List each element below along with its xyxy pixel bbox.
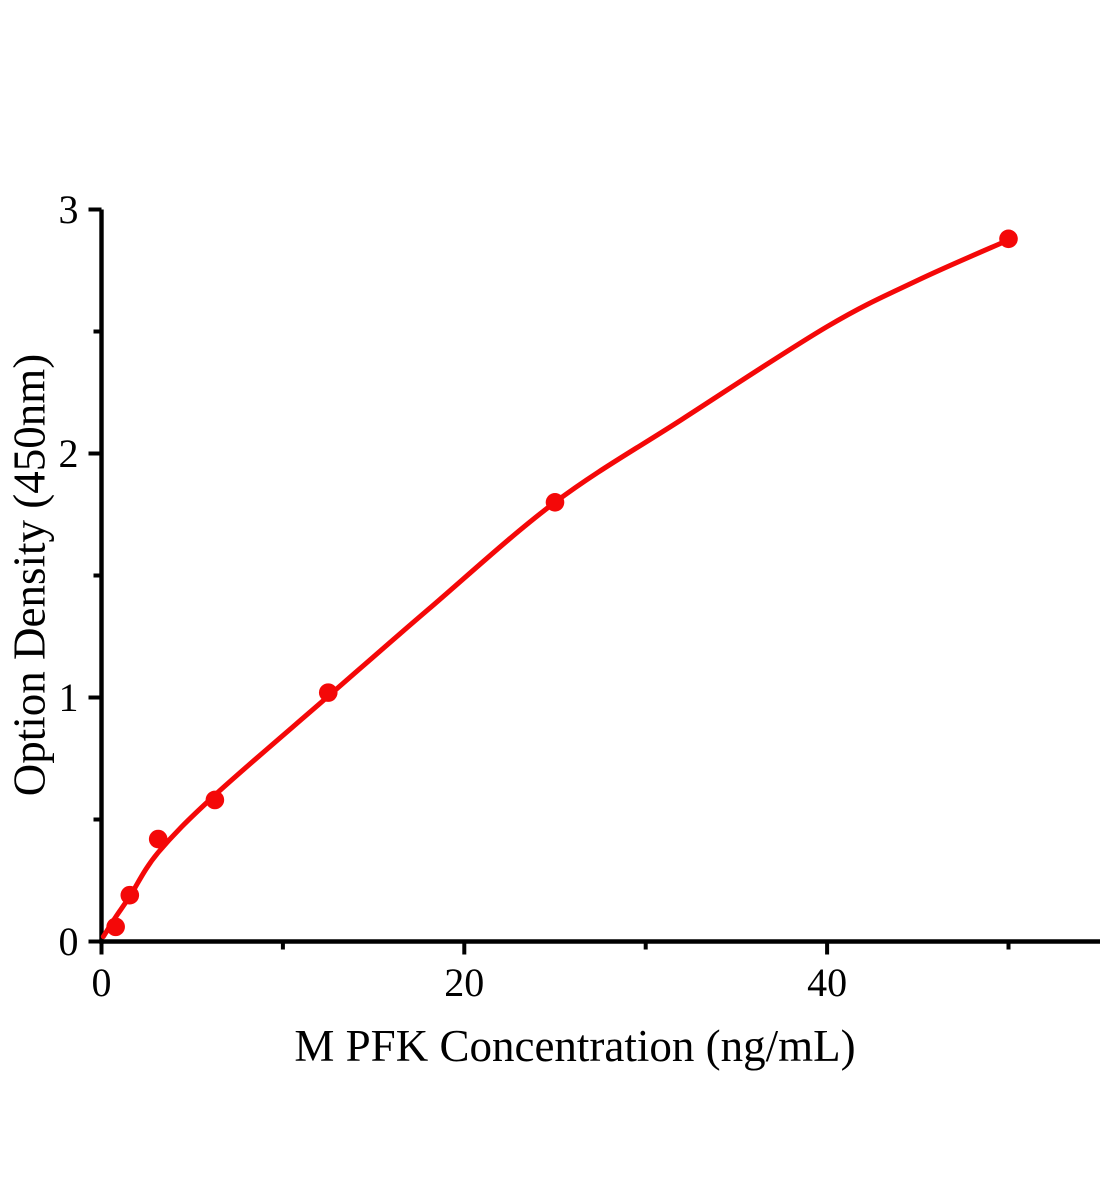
data-point-marker <box>148 829 168 849</box>
y-tick-label: 0 <box>59 919 79 964</box>
y-axis-title: Option Density (450nm) <box>4 353 55 797</box>
standard-curve-line <box>100 237 1011 940</box>
data-point-marker <box>318 683 338 702</box>
data-point-marker <box>999 229 1018 249</box>
x-axis-title: M PFK Concentration (ng/mL) <box>294 1021 856 1071</box>
y-tick-label: 3 <box>59 187 79 232</box>
x-tick-label: 0 <box>92 960 112 1005</box>
data-point-marker <box>120 885 140 905</box>
y-tick-label: 1 <box>59 675 79 720</box>
data-point-marker <box>106 917 125 937</box>
x-tick-label: 40 <box>807 960 847 1005</box>
axes <box>99 209 1100 944</box>
axis-ticks <box>88 207 1011 955</box>
axis-tick-labels: 0 20 40 0 1 2 3 <box>59 187 848 1005</box>
data-point-marker <box>205 790 225 810</box>
data-point-marker <box>545 493 565 512</box>
y-tick-label: 2 <box>59 431 79 476</box>
x-tick-label: 20 <box>444 960 484 1005</box>
fit-curve <box>100 237 1011 940</box>
data-points <box>106 229 1018 937</box>
